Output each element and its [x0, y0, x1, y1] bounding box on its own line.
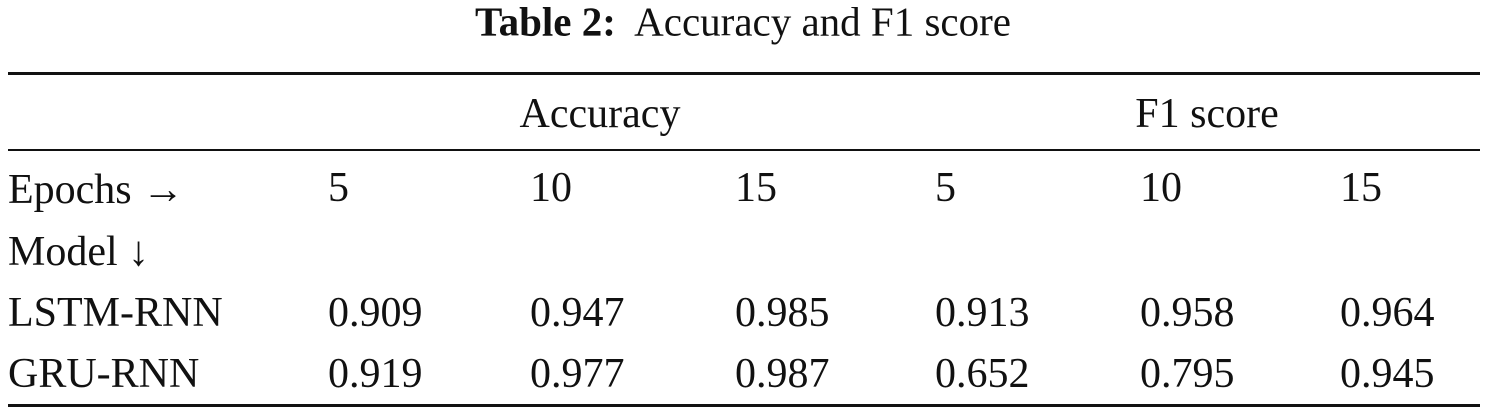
model-name: GRU-RNN — [8, 351, 200, 397]
group-header: Accuracy — [519, 91, 681, 137]
cell: 0.909 — [328, 290, 423, 336]
cell: 0.985 — [735, 290, 830, 336]
epoch-header: 15 — [1340, 165, 1382, 211]
epoch-header: 5 — [328, 165, 349, 211]
cell: 0.964 — [1340, 290, 1435, 336]
group-header: F1 score — [1135, 91, 1279, 137]
cell: 0.947 — [530, 290, 625, 336]
mid-rule — [8, 149, 1480, 151]
cell: 0.958 — [1140, 290, 1235, 336]
cell: 0.987 — [735, 351, 830, 397]
cell: 0.652 — [935, 351, 1030, 397]
bottom-rule — [8, 404, 1480, 407]
top-rule — [8, 72, 1480, 75]
caption-text: Accuracy and F1 score — [634, 0, 1011, 45]
epoch-header: 10 — [530, 165, 572, 211]
cell: 0.945 — [1340, 351, 1435, 397]
epoch-header: 5 — [935, 165, 956, 211]
caption: Table 2: Accuracy and F1 score — [475, 0, 1011, 45]
model-label: Model ↓ — [8, 229, 150, 275]
cell: 0.913 — [935, 290, 1030, 336]
model-name: LSTM-RNN — [8, 290, 223, 336]
caption-label: Table 2: — [475, 0, 616, 45]
epochs-label: Epochs → — [8, 167, 185, 213]
epoch-header: 10 — [1140, 165, 1182, 211]
cell: 0.795 — [1140, 351, 1235, 397]
cell: 0.977 — [530, 351, 625, 397]
epoch-header: 15 — [735, 165, 777, 211]
cell: 0.919 — [328, 351, 423, 397]
